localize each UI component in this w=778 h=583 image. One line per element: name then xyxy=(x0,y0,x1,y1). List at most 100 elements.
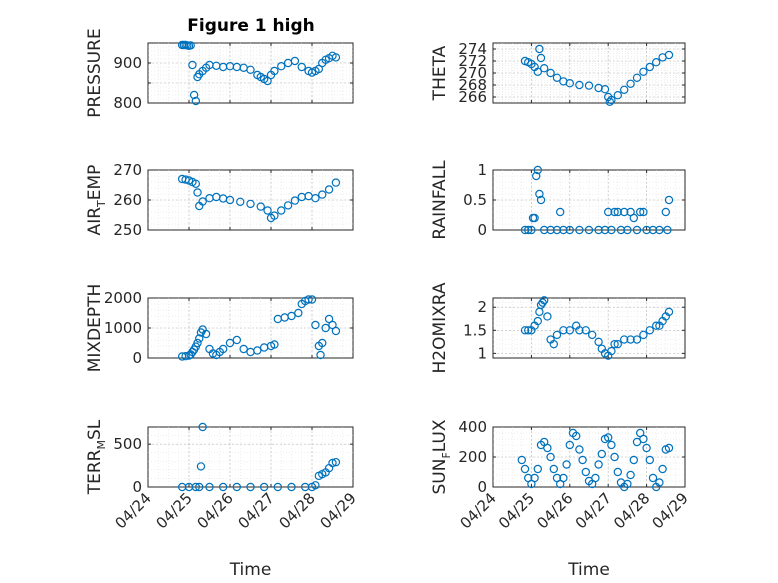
data-point xyxy=(263,206,272,215)
data-point xyxy=(524,326,533,335)
series-markers xyxy=(520,44,674,107)
data-point xyxy=(636,207,645,217)
data-point xyxy=(642,443,651,453)
data-point xyxy=(520,464,530,474)
data-point xyxy=(232,482,242,492)
data-point xyxy=(663,225,672,235)
data-point xyxy=(193,188,202,197)
data-point xyxy=(540,296,549,305)
data-point xyxy=(277,61,286,71)
y-tick-label: 0 xyxy=(477,478,487,496)
data-point xyxy=(632,225,642,235)
y-axis-label: THETA xyxy=(430,45,450,101)
x-axis-label: Time xyxy=(229,560,272,580)
data-point xyxy=(613,467,623,477)
data-point xyxy=(205,482,214,492)
y-tick-label: 1 xyxy=(477,161,487,179)
data-point xyxy=(290,196,300,205)
y-axis-label: TERRMSL xyxy=(85,419,108,495)
data-point xyxy=(658,464,667,474)
data-point xyxy=(613,339,623,349)
data-point xyxy=(584,81,594,90)
data-point xyxy=(270,340,279,349)
data-point xyxy=(186,41,195,50)
data-point xyxy=(607,95,616,105)
y-axis-label-main: H2OMIXRA xyxy=(430,282,450,373)
data-point xyxy=(613,90,623,100)
data-point xyxy=(607,346,616,356)
data-point xyxy=(524,225,533,235)
y-tick-label: 400 xyxy=(458,418,487,436)
data-point xyxy=(626,470,635,480)
data-point xyxy=(236,197,245,206)
data-point xyxy=(639,434,648,444)
data-point xyxy=(331,178,341,187)
data-point xyxy=(193,338,202,348)
data-point xyxy=(225,195,235,205)
y-tick-label: 900 xyxy=(113,54,142,72)
data-point xyxy=(648,225,658,235)
data-point xyxy=(565,326,575,335)
y-tick-label: 270 xyxy=(113,161,142,179)
data-point xyxy=(533,316,543,326)
data-point xyxy=(664,443,674,453)
data-point xyxy=(530,473,539,483)
data-point xyxy=(559,225,568,235)
data-point xyxy=(620,335,629,344)
data-point xyxy=(196,462,206,471)
data-point xyxy=(533,165,543,175)
y-axis-label: RAINFALL xyxy=(430,160,450,240)
data-point xyxy=(189,90,199,100)
data-point xyxy=(270,211,279,220)
data-point xyxy=(546,452,555,462)
data-point xyxy=(652,58,661,67)
data-point xyxy=(191,482,201,492)
data-point xyxy=(259,482,269,492)
y-tick-label: 274 xyxy=(458,40,487,58)
y-tick-label: 0 xyxy=(477,221,487,239)
data-point xyxy=(273,482,283,492)
data-point xyxy=(565,225,575,235)
data-point xyxy=(562,460,571,469)
data-point xyxy=(588,330,597,340)
data-point xyxy=(331,53,341,62)
data-point xyxy=(604,433,613,442)
data-point xyxy=(607,440,616,450)
data-point xyxy=(311,320,320,330)
data-point xyxy=(626,79,635,89)
data-point xyxy=(283,201,293,210)
data-point xyxy=(556,207,565,217)
data-point xyxy=(610,452,619,462)
data-point xyxy=(629,455,639,465)
x-axis-label: Time xyxy=(567,560,610,580)
data-point xyxy=(287,482,296,492)
data-point xyxy=(620,85,629,95)
y-axis-label: AIRTEMP xyxy=(85,165,108,236)
data-point xyxy=(201,329,211,339)
data-point xyxy=(652,321,661,330)
series-markers xyxy=(177,295,341,361)
data-point xyxy=(195,482,204,492)
data-point xyxy=(218,344,228,354)
data-point xyxy=(239,344,248,354)
y-tick-label: 2000 xyxy=(104,289,142,307)
data-point xyxy=(604,207,613,217)
data-point xyxy=(297,62,306,72)
y-tick-label: 800 xyxy=(113,94,142,112)
data-point xyxy=(543,312,552,321)
data-point xyxy=(664,195,674,205)
y-axis-label-main: TERR xyxy=(85,449,105,495)
data-point xyxy=(661,207,671,217)
y-axis-label-subscript: T xyxy=(95,200,108,208)
data-point xyxy=(532,171,541,181)
data-point xyxy=(642,225,651,235)
subplot-6: 1 1.5 2 H2OMIXRA xyxy=(430,282,686,374)
y-axis-label-main: PRESSURE xyxy=(85,28,105,117)
data-point xyxy=(552,73,562,83)
data-point xyxy=(629,213,639,223)
data-point xyxy=(645,62,655,72)
